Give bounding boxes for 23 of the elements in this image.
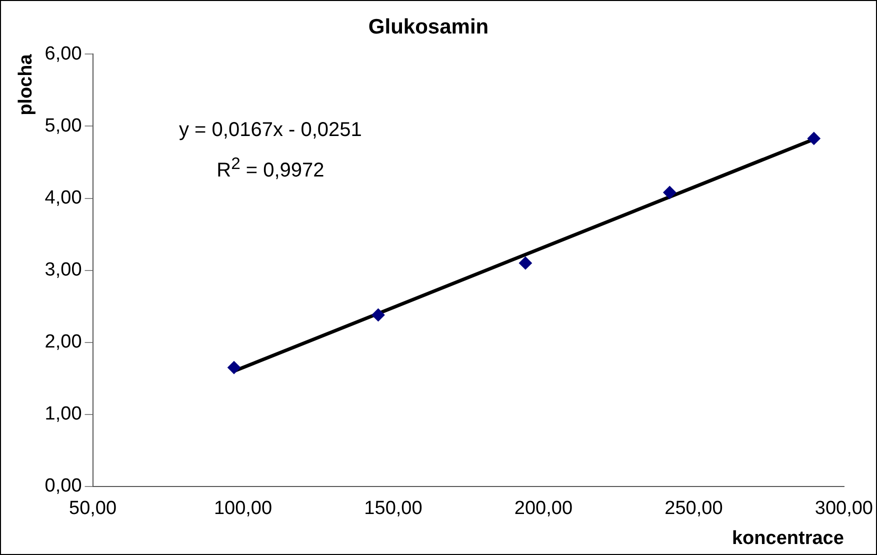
x-tick-label: 250,00 xyxy=(664,498,723,520)
x-tick-label: 100,00 xyxy=(214,498,272,520)
x-tick-label: 300,00 xyxy=(814,498,874,520)
y-tick-label: 2,00 xyxy=(44,332,82,353)
chart-title: Glukosamin xyxy=(368,15,489,38)
y-axis-title: plocha xyxy=(16,54,37,116)
point xyxy=(807,132,820,145)
annotation: y = 0,0167x - 0,0251 xyxy=(179,118,362,143)
point xyxy=(372,308,385,322)
y-tick-label: 3,00 xyxy=(44,260,82,281)
y-tick-label: 5,00 xyxy=(44,115,82,136)
point xyxy=(228,361,240,374)
x-tick-label: 150,00 xyxy=(364,498,422,520)
y-tick-label: 6,00 xyxy=(44,43,82,64)
x-tick-label: 200,00 xyxy=(514,498,573,520)
y-tick-label: 4,00 xyxy=(44,188,82,208)
annotation: R$^{2}$ = 0,9972 xyxy=(216,153,326,184)
point xyxy=(663,186,676,200)
x-axis-title: koncentrace xyxy=(732,528,844,549)
y-tick-label: 1,00 xyxy=(44,404,82,425)
x-tick-label: 50,00 xyxy=(69,498,117,520)
y-tick-label: 0,00 xyxy=(44,476,82,497)
point xyxy=(518,256,532,270)
